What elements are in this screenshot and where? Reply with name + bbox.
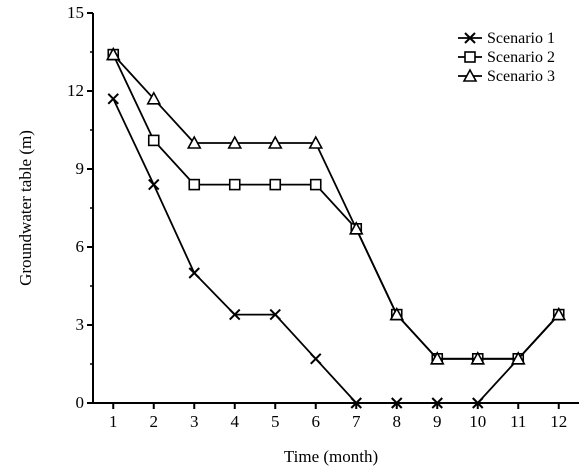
triangle-marker	[389, 306, 405, 321]
y-tick-label: 12	[67, 81, 84, 100]
x-marker-stroke	[107, 93, 119, 105]
x-tick-label: 7	[352, 412, 361, 431]
series-square	[107, 48, 565, 365]
triangle-marker	[348, 221, 364, 235]
x-marker	[350, 397, 362, 409]
x-tick-label: 6	[312, 412, 321, 431]
triangle-marker	[308, 135, 324, 149]
x-tick-label: 3	[190, 412, 199, 431]
triangle-marker	[227, 135, 243, 149]
x-tick-label: 4	[231, 412, 240, 431]
x-tick-label: 9	[433, 412, 442, 431]
triangle-marker	[462, 68, 478, 82]
square-marker	[228, 178, 241, 191]
y-tick-label: 3	[76, 315, 85, 334]
x-tick-label: 5	[271, 412, 280, 431]
y-tick-label: 9	[76, 159, 85, 178]
x-tick-label: 10	[469, 412, 486, 431]
x-marker-stroke	[431, 397, 443, 409]
square-marker	[269, 178, 282, 191]
x-marker	[310, 353, 322, 365]
x-tick-label: 2	[150, 412, 159, 431]
x-marker-stroke	[269, 308, 281, 321]
legend-item: Scenario 1	[458, 30, 555, 47]
x-marker-stroke	[229, 308, 241, 321]
x-marker	[229, 308, 241, 321]
x-marker	[472, 397, 484, 409]
x-marker	[269, 308, 281, 321]
series-line	[112, 98, 560, 404]
x-marker	[391, 397, 403, 409]
triangle-marker	[510, 351, 526, 365]
x-marker-stroke	[391, 397, 403, 409]
series-triangle	[105, 46, 567, 365]
x-marker	[464, 32, 476, 44]
x-marker	[188, 267, 200, 279]
x-marker-stroke	[350, 397, 362, 409]
x-tick-label: 12	[550, 412, 567, 431]
x-tick-label: 1	[109, 412, 118, 431]
triangle-marker	[186, 135, 202, 149]
legend-item: Scenario 2	[458, 49, 555, 66]
triangle-marker	[105, 46, 121, 61]
square-marker	[309, 178, 322, 191]
x-marker	[148, 178, 160, 191]
series-line	[112, 54, 560, 360]
square-marker	[188, 178, 201, 191]
triangle-marker	[551, 306, 567, 321]
series-line	[112, 53, 560, 360]
x-marker-stroke	[310, 353, 322, 365]
x-marker-stroke	[464, 32, 476, 44]
x-marker-stroke	[148, 178, 160, 191]
triangle-marker	[146, 91, 162, 105]
legend: Scenario 1 Scenario 2 Scenario 3	[458, 30, 555, 85]
y-tick-label: 15	[67, 3, 84, 22]
square-marker	[147, 134, 160, 147]
x-tick-label: 11	[510, 412, 526, 431]
x-axis-label: Time (month)	[284, 447, 378, 466]
y-tick-label: 0	[76, 393, 85, 412]
triangle-marker	[470, 351, 486, 365]
y-axis-label: Groundwater table (m)	[16, 130, 35, 286]
legend-label: Scenario 1	[487, 30, 555, 47]
square-marker	[464, 51, 476, 63]
x-marker	[107, 93, 119, 105]
legend-label: Scenario 3	[487, 68, 555, 85]
x-tick-label: 8	[393, 412, 402, 431]
x-marker	[431, 397, 443, 409]
x-marker-stroke	[472, 397, 484, 409]
x-marker-stroke	[188, 267, 200, 279]
triangle-marker	[267, 135, 283, 149]
series-x	[107, 93, 565, 409]
series-layer	[105, 46, 567, 409]
legend-item: Scenario 3	[458, 68, 555, 85]
legend-label: Scenario 2	[487, 49, 555, 66]
y-tick-label: 6	[76, 237, 85, 256]
triangle-marker	[429, 351, 445, 365]
